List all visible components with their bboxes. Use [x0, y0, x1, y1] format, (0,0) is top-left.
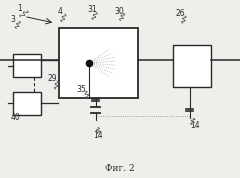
Bar	[59, 28, 138, 98]
Text: 3: 3	[10, 15, 15, 24]
Text: 14: 14	[94, 131, 103, 140]
Text: 31: 31	[88, 5, 97, 14]
Text: 4: 4	[58, 7, 62, 16]
Text: Фиг. 2: Фиг. 2	[105, 164, 135, 173]
Text: 14: 14	[190, 121, 200, 130]
Text: 30: 30	[115, 7, 124, 15]
Text: 26: 26	[176, 9, 185, 18]
Text: 29: 29	[48, 74, 57, 83]
Text: 35: 35	[76, 85, 86, 93]
Text: 40: 40	[11, 113, 20, 122]
Bar	[173, 44, 211, 87]
Bar	[13, 54, 41, 77]
Bar	[13, 92, 41, 115]
Text: 1: 1	[17, 4, 22, 12]
